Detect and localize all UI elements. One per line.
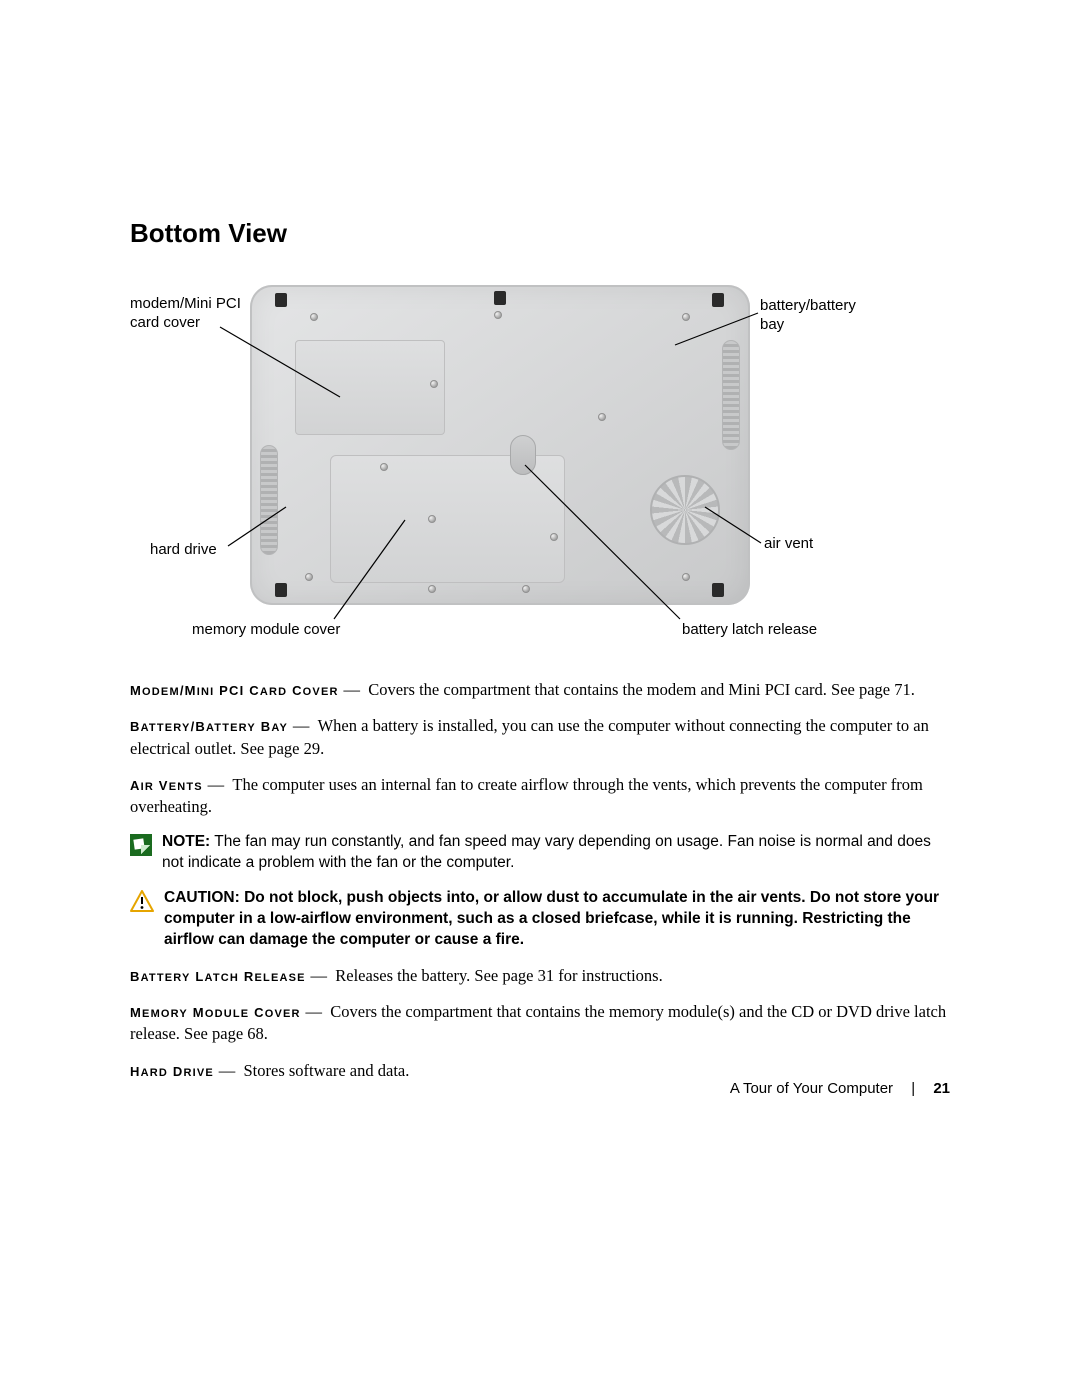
page-footer: A Tour of Your Computer | 21 — [730, 1080, 950, 1097]
rubber-foot — [494, 291, 506, 305]
footer-chapter: A Tour of Your Computer — [730, 1080, 893, 1097]
bottom-view-diagram: modem/Mini PCIcard cover battery/battery… — [130, 285, 950, 655]
screw — [522, 585, 530, 593]
rubber-foot — [712, 293, 724, 307]
screw — [550, 533, 558, 541]
caution-block: CAUTION: Do not block, push objects into… — [130, 888, 950, 951]
battery-bay-outline — [722, 340, 740, 450]
screw — [380, 463, 388, 471]
def-hard-drive: HARD DRIVE — Stores software and data. — [130, 1060, 950, 1082]
def-term: BATTERY LATCH RELEASE — [130, 969, 311, 984]
battery-latch — [510, 435, 536, 475]
rubber-foot — [275, 293, 287, 307]
def-battery-latch: BATTERY LATCH RELEASE — Releases the bat… — [130, 965, 950, 987]
def-air-vents: AIR VENTS — The computer uses an interna… — [130, 774, 950, 819]
rubber-foot — [712, 583, 724, 597]
callout-hard-drive: hard drive — [150, 541, 250, 560]
callout-modem: modem/Mini PCIcard cover — [130, 295, 245, 333]
callout-label-text: modem/Mini PCIcard cover — [130, 295, 241, 331]
content-area: Bottom View — [130, 218, 950, 1096]
screw — [310, 313, 318, 321]
def-modem: MODEM/MINI PCI CARD COVER — Covers the c… — [130, 679, 950, 701]
note-body: The fan may run constantly, and fan spee… — [162, 833, 931, 871]
rubber-foot — [275, 583, 287, 597]
caution-body: Do not block, push objects into, or allo… — [164, 889, 939, 948]
note-text: NOTE: The fan may run constantly, and fa… — [162, 832, 950, 874]
caution-text: CAUTION: Do not block, push objects into… — [164, 888, 950, 951]
fan-vent — [650, 475, 720, 545]
screw — [430, 380, 438, 388]
def-memory-cover: MEMORY MODULE COVER — Covers the compart… — [130, 1001, 950, 1046]
note-icon — [130, 834, 152, 856]
definitions-block: MODEM/MINI PCI CARD COVER — Covers the c… — [130, 679, 950, 1082]
def-text: Stores software and data. — [243, 1061, 409, 1080]
def-term: BATTERY/BATTERY BAY — [130, 719, 293, 734]
callout-memory-cover: memory module cover — [192, 621, 412, 640]
section-title: Bottom View — [130, 218, 950, 249]
screw — [428, 585, 436, 593]
callout-label-text: air vent — [764, 535, 813, 552]
def-text: Covers the compartment that contains the… — [368, 680, 915, 699]
def-term: MEMORY MODULE COVER — [130, 1005, 306, 1020]
note-lead: NOTE: — [162, 833, 210, 850]
screw — [494, 311, 502, 319]
def-term: MODEM/MINI PCI CARD COVER — [130, 683, 343, 698]
screw — [598, 413, 606, 421]
callout-label-text: battery latch release — [682, 621, 817, 638]
screw — [682, 313, 690, 321]
modem-panel — [295, 340, 445, 435]
def-text: The computer uses an internal fan to cre… — [130, 775, 923, 816]
callout-label-text: battery/batterybay — [760, 297, 856, 333]
screw — [428, 515, 436, 523]
caution-lead: CAUTION: — [164, 889, 240, 906]
def-battery-bay: BATTERY/BATTERY BAY — When a battery is … — [130, 715, 950, 760]
footer-page-number: 21 — [933, 1080, 950, 1097]
screw — [305, 573, 313, 581]
caution-icon — [130, 890, 154, 912]
left-grille — [260, 445, 278, 555]
callout-air-vent: air vent — [764, 535, 864, 554]
callout-label-text: memory module cover — [192, 621, 340, 638]
memory-panel — [330, 455, 565, 583]
def-text: Releases the battery. See page 31 for in… — [335, 966, 662, 985]
def-term: HARD DRIVE — [130, 1064, 219, 1079]
note-block: NOTE: The fan may run constantly, and fa… — [130, 832, 950, 874]
callout-battery-latch: battery latch release — [682, 621, 902, 640]
callout-battery-bay: battery/batterybay — [760, 297, 890, 335]
callout-label-text: hard drive — [150, 541, 217, 558]
def-term: AIR VENTS — [130, 778, 208, 793]
laptop-bottom-illustration — [250, 285, 750, 605]
page: Bottom View — [0, 0, 1080, 1397]
screw — [682, 573, 690, 581]
footer-divider: | — [897, 1080, 929, 1097]
